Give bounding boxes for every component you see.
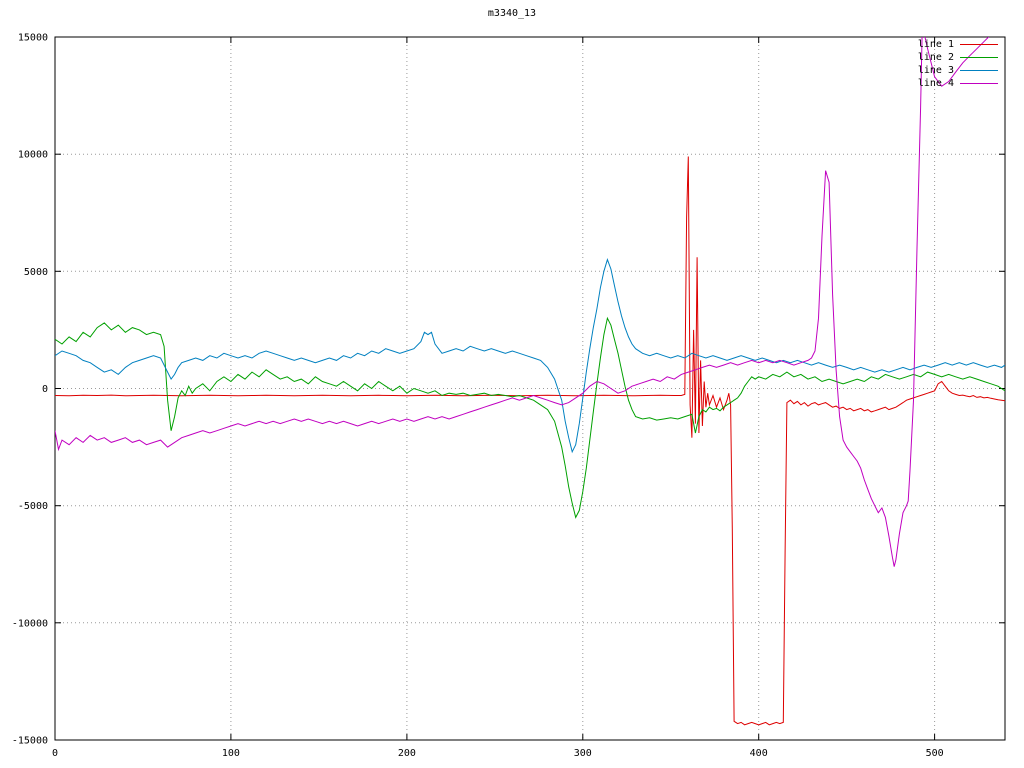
y-tick-label: -10000 xyxy=(12,618,48,629)
y-tick-label: 5000 xyxy=(24,267,48,278)
y-tick-label: -5000 xyxy=(18,501,48,512)
legend-line-sample xyxy=(960,69,998,71)
legend-item: line 2 xyxy=(917,51,998,63)
legend-item: line 1 xyxy=(917,38,998,50)
y-tick-label: 15000 xyxy=(18,33,48,44)
legend-label: line 4 xyxy=(917,77,954,89)
y-tick-label: 10000 xyxy=(18,150,48,161)
series-3 xyxy=(55,258,1005,454)
x-tick-label: 500 xyxy=(926,748,944,759)
legend-item: line 4 xyxy=(917,77,998,89)
x-tick-label: 0 xyxy=(52,748,58,759)
y-tick-label: 0 xyxy=(42,384,48,395)
x-tick-label: 200 xyxy=(398,748,416,759)
legend-label: line 2 xyxy=(917,51,954,63)
legend-label: line 3 xyxy=(917,64,954,76)
legend-line-sample xyxy=(960,56,998,58)
x-tick-label: 100 xyxy=(222,748,240,759)
series-4 xyxy=(55,37,990,567)
y-tick-label: -15000 xyxy=(12,736,48,747)
series-2 xyxy=(55,316,1005,519)
plot-border xyxy=(54,36,1006,741)
series-1 xyxy=(55,156,1005,726)
x-tick-label: 400 xyxy=(750,748,768,759)
x-tick-label: 300 xyxy=(574,748,592,759)
legend-line-sample xyxy=(960,82,998,84)
chart-title: m3340_13 xyxy=(487,8,537,19)
legend: line 1 line 2 line 3 line 4 xyxy=(917,38,998,89)
legend-item: line 3 xyxy=(917,64,998,76)
legend-line-sample xyxy=(960,43,998,45)
legend-label: line 1 xyxy=(917,38,954,50)
